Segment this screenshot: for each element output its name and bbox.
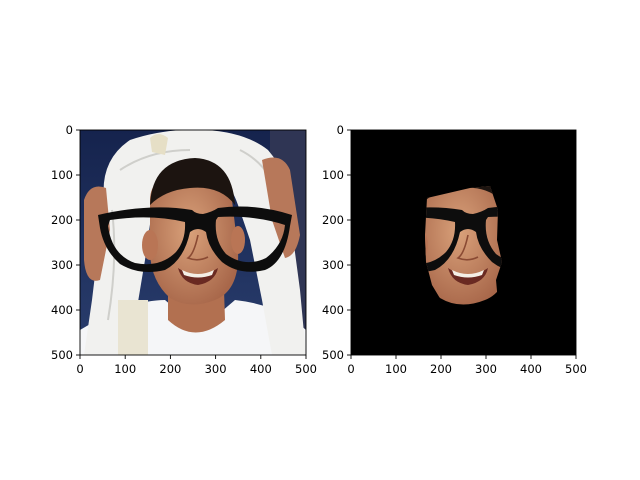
left-y-tick-label: 200 xyxy=(51,213,73,227)
right-y-tick-label: 300 xyxy=(322,258,344,272)
right-y-tick-label: 0 xyxy=(337,123,344,137)
right-image-panel xyxy=(351,130,576,355)
left-y-tick-label: 500 xyxy=(51,348,73,362)
left-photo xyxy=(80,130,306,355)
left-y-tick-label: 400 xyxy=(51,303,73,317)
left-x-tick-label: 300 xyxy=(205,362,227,376)
right-y-tick-label: 500 xyxy=(322,348,344,362)
right-axes-frame xyxy=(350,129,577,356)
right-x-tick-label: 0 xyxy=(347,362,354,376)
left-y-tick-label: 300 xyxy=(51,258,73,272)
right-x-tick-label: 500 xyxy=(565,362,587,376)
left-y-tick-label: 100 xyxy=(51,168,73,182)
right-y-tick-label: 200 xyxy=(322,213,344,227)
right-x-tick-label: 400 xyxy=(520,362,542,376)
left-x-tick-label: 500 xyxy=(295,362,317,376)
left-x-tick-label: 0 xyxy=(76,362,83,376)
right-x-tick-label: 200 xyxy=(430,362,452,376)
left-image-panel xyxy=(80,130,306,355)
left-x-tick-label: 400 xyxy=(250,362,272,376)
left-x-tick-label: 100 xyxy=(114,362,136,376)
left-y-tick-label: 0 xyxy=(66,123,73,137)
left-x-tick-label: 200 xyxy=(159,362,181,376)
right-y-tick-label: 100 xyxy=(322,168,344,182)
left-axes-frame xyxy=(79,129,307,356)
right-x-tick-label: 300 xyxy=(475,362,497,376)
right-photo xyxy=(351,130,576,355)
right-y-tick-label: 400 xyxy=(322,303,344,317)
right-x-tick-label: 100 xyxy=(385,362,407,376)
